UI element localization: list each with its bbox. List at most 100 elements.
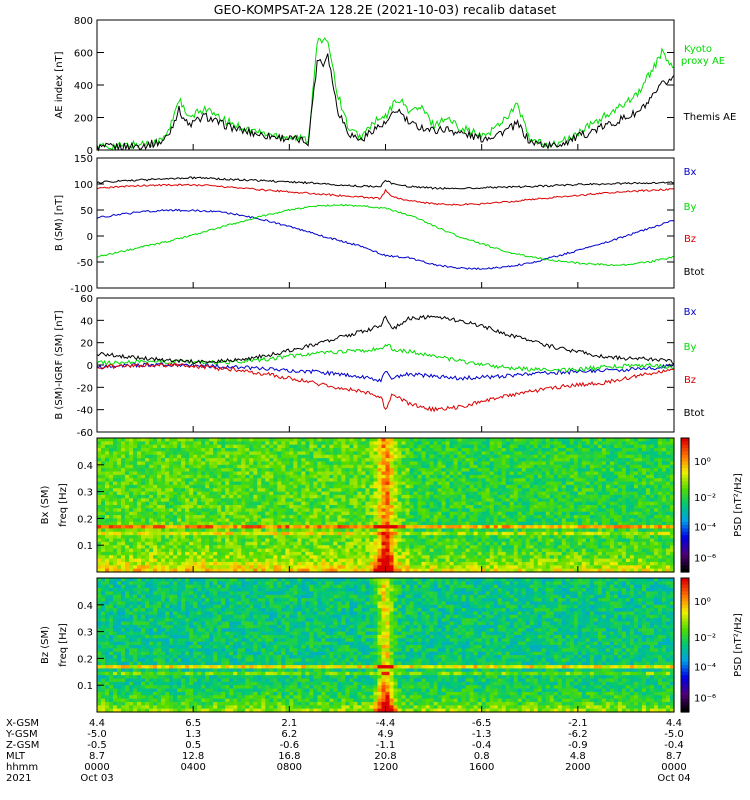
spectrogram-cell (309, 444, 314, 449)
spectrogram-cell (141, 474, 146, 479)
spectrogram-cell (345, 568, 351, 573)
spectrogram-cell (333, 535, 339, 540)
spectrogram-cell (217, 545, 222, 550)
spectrogram-cell (97, 474, 102, 479)
spectrogram-cell (421, 451, 427, 456)
spectrogram-cell (257, 448, 262, 452)
spectrogram-cell (305, 454, 310, 459)
spectrogram-cell (181, 448, 186, 452)
spectrogram-cell (277, 511, 282, 516)
spectrogram-cell (305, 561, 310, 566)
spectrogram-cell (533, 548, 539, 553)
spectrogram-cell (477, 538, 483, 543)
spectrogram-cell (465, 551, 471, 556)
spectrogram-cell (225, 535, 230, 540)
spectrogram-cell (157, 555, 162, 560)
spectrogram-cell (381, 538, 387, 543)
spectrogram-cell (525, 451, 531, 456)
spectrogram-cell (489, 555, 495, 560)
spectrogram-cell (101, 528, 106, 533)
spectrogram-cell (465, 528, 471, 533)
spectrogram-cell (553, 488, 559, 493)
spectrogram-cell (321, 494, 326, 499)
spectrogram-cell (393, 491, 399, 496)
spectrogram-cell (581, 448, 587, 452)
spectrogram-cell (285, 481, 290, 486)
spectrogram-cell (141, 511, 146, 516)
spectrogram-cell (149, 528, 154, 533)
spectrogram-cell (469, 448, 475, 452)
spectrogram-cell (133, 538, 138, 543)
spectrogram-cell (345, 438, 351, 442)
spectrogram-cell (217, 541, 222, 546)
spectrogram-cell (261, 558, 266, 563)
spectrogram-cell (385, 444, 391, 449)
spectrogram-cell (309, 481, 314, 486)
spectrogram-cell (501, 518, 507, 523)
spectrogram-cell (401, 525, 407, 530)
spectrogram-cell (117, 471, 122, 476)
spectrogram-cell (125, 494, 130, 499)
spectrogram-cell (361, 541, 367, 546)
spectrogram-cell (489, 438, 495, 442)
spectrogram-cell (565, 551, 571, 556)
spectrogram-cell (493, 468, 499, 473)
spectrogram-cell (317, 505, 322, 509)
spectrogram-cell (125, 561, 130, 566)
spectrogram-cell (577, 511, 583, 516)
spectrogram-cell (113, 568, 118, 573)
spectrogram-cell (381, 441, 387, 446)
spectrogram-cell (497, 508, 503, 513)
spectrogram-cell (461, 538, 467, 543)
spectrogram-cell (357, 531, 363, 536)
spectrogram-cell (161, 451, 166, 456)
spectrogram-cell (445, 505, 451, 509)
spectrogram-cell (133, 444, 138, 449)
spectrogram-cell (493, 558, 499, 563)
spectrogram-cell (569, 468, 575, 473)
spectrogram-cell (213, 441, 218, 446)
spectrogram-cell (365, 535, 371, 540)
spectrogram-cell (549, 438, 555, 442)
spectrogram-cell (141, 438, 146, 442)
spectrogram-cell (149, 438, 154, 442)
spectrogram-cell (209, 561, 214, 566)
spectrogram-cell (129, 515, 134, 519)
spectrogram-cell (285, 525, 290, 530)
spectrogram-cell (545, 498, 551, 503)
spectrogram-cell (457, 458, 463, 463)
spectrogram-cell (209, 538, 214, 543)
spectrogram-cell (137, 471, 142, 476)
spectrogram-cell (241, 494, 246, 499)
spectrogram-cell (209, 518, 214, 523)
spectrogram-cell (201, 508, 206, 513)
spectrogram-cell (341, 561, 347, 566)
spectrogram-cell (521, 458, 527, 463)
spectrogram-cell (137, 448, 142, 452)
spectrogram-cell (325, 458, 331, 463)
spectrogram-cell (169, 498, 174, 503)
spectrogram-cell (537, 508, 543, 513)
spectrogram-cell (369, 528, 375, 533)
spectrogram-cell (161, 541, 166, 546)
spectrogram-cell (225, 561, 230, 566)
spectrogram-cell (533, 528, 539, 533)
spectrogram-cell (273, 561, 278, 566)
spectrogram-cell (545, 458, 551, 463)
spectrogram-cell (349, 454, 355, 459)
spectrogram-cell (393, 515, 399, 519)
spectrogram-cell (449, 535, 455, 540)
spectrogram-cell (381, 468, 387, 473)
spectrogram-cell (213, 565, 218, 570)
spectrogram-cell (533, 561, 539, 566)
spectrogram-cell (453, 565, 459, 570)
spectrogram-cell (329, 525, 335, 530)
spectrogram-cell (509, 565, 515, 570)
spectrogram-cell (225, 508, 230, 513)
spectrogram-cell (217, 494, 222, 499)
spectrogram-cell (417, 494, 423, 499)
spectrogram-cell (221, 468, 226, 473)
spectrogram-cell (149, 451, 154, 456)
spectrogram-cell (329, 448, 335, 452)
spectrogram-cell (433, 531, 439, 536)
